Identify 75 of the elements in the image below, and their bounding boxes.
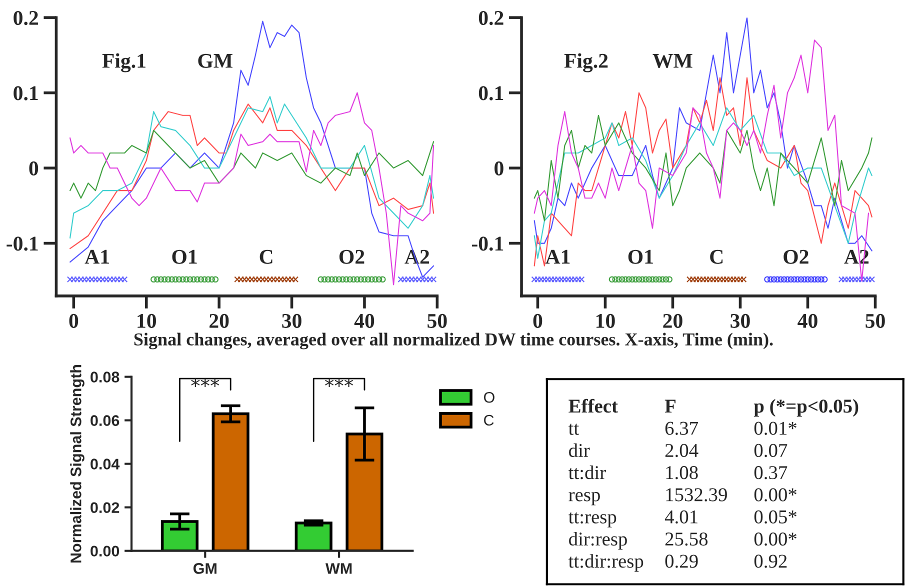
series-label: O2 — [784, 250, 808, 264]
text: 4.01 — [664, 510, 698, 524]
text: 6.37 — [665, 422, 698, 435]
y-tick-label: 0 — [29, 161, 38, 176]
annotation: *** — [191, 378, 220, 388]
annotation: GM — [198, 54, 232, 68]
legend-label: O — [484, 392, 494, 403]
series-label: C — [260, 250, 272, 264]
y-axis-title: Normalized Signal Strength — [70, 365, 84, 563]
x-tick-label: 50 — [866, 314, 885, 328]
series-label: O1 — [172, 250, 197, 264]
y-tick-label: 0.2 — [14, 10, 38, 26]
text: tt:resp — [568, 512, 616, 528]
line-series — [69, 130, 434, 199]
text: tt:dir — [568, 465, 606, 480]
annotation: Fig.1 — [102, 53, 146, 72]
y-tick-label: 0 — [494, 161, 504, 176]
y-tick-label: 0.08 — [90, 372, 120, 382]
text: 0.05* — [754, 510, 796, 524]
x-tick-label: 0 — [69, 314, 78, 328]
line-series — [534, 114, 872, 222]
text: Signal changes, averaged over all normalized DW time courses. X-axis, Time (min). — [134, 332, 773, 350]
text: 0.92 — [754, 554, 787, 568]
text: 0.01* — [754, 422, 796, 435]
x-tick-label: 20 — [210, 314, 229, 328]
text: 0.00* — [754, 532, 796, 546]
text: 0.07 — [754, 444, 788, 458]
legend-label: C — [484, 414, 494, 426]
y-tick-label: 0.06 — [90, 415, 120, 426]
text: Effect — [568, 398, 618, 413]
y-tick-label: 0.04 — [90, 458, 120, 470]
series-label: A1 — [84, 250, 109, 264]
y-tick-label: 0.2 — [478, 10, 504, 26]
y-tick-label: 0.1 — [14, 86, 38, 100]
annotation: *** — [325, 378, 354, 388]
text: 0.00* — [754, 488, 796, 502]
y-tick-label: 0.02 — [90, 502, 120, 514]
text: F — [664, 400, 676, 413]
x-tick-label: 40 — [354, 314, 374, 328]
x-tick-label: 0 — [533, 314, 542, 328]
line-series — [69, 92, 434, 286]
text: dir:resp — [569, 532, 627, 550]
annotation: WM — [652, 54, 692, 68]
series-label: C — [710, 250, 723, 264]
bar — [294, 522, 332, 551]
y-tick-label: -0.1 — [472, 236, 504, 251]
text: 1.08 — [666, 466, 698, 480]
y-tick-label: 0.1 — [478, 86, 504, 100]
line-series — [534, 77, 872, 266]
text: tt — [568, 424, 579, 435]
y-tick-label: 0.00 — [90, 546, 120, 557]
text: 0.29 — [665, 554, 698, 568]
x-tick-label: 40 — [798, 314, 818, 328]
series-label: O2 — [339, 250, 364, 264]
line-series — [534, 18, 872, 252]
x-tick-label: 30 — [282, 314, 302, 328]
text: 2.04 — [665, 444, 698, 458]
annotation: Fig.2 — [564, 53, 608, 72]
text: resp — [568, 492, 600, 506]
series-label: A1 — [545, 250, 570, 264]
text: 0.37 — [754, 466, 788, 480]
text: 25.58 — [665, 532, 708, 546]
x-tick-label: 30 — [730, 314, 750, 328]
y-tick-label: -0.1 — [6, 236, 38, 251]
line-series — [534, 40, 870, 282]
x-tick-label: 50 — [428, 314, 447, 328]
x-tick-label: 20 — [663, 314, 682, 328]
text: tt:dir:resp — [568, 554, 644, 572]
line-series — [69, 20, 434, 278]
x-tick-label: 10 — [138, 314, 156, 328]
text: p (*=p<0.05) — [754, 399, 858, 417]
text: dir — [569, 443, 590, 458]
x-tick-label: 10 — [596, 314, 615, 328]
text: 1532.39 — [666, 488, 727, 502]
series-label: O1 — [628, 250, 653, 264]
